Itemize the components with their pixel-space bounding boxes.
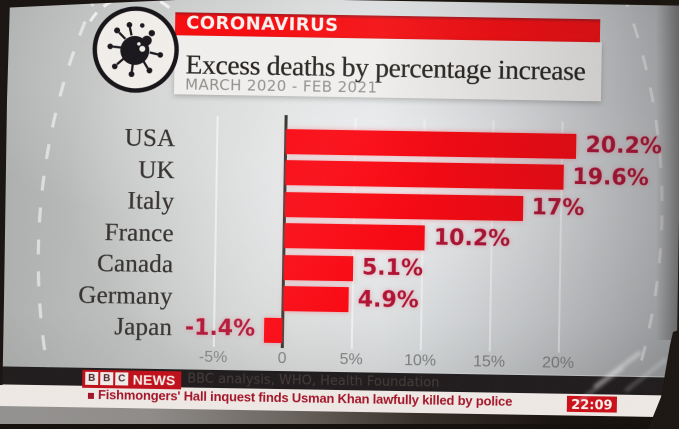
headline-bullet [87, 392, 95, 399]
bbc-block: C [115, 372, 129, 386]
bbc-news-logo: B B C NEWS [81, 369, 181, 389]
clock: 22:09 [566, 395, 618, 413]
screen-shade [0, 0, 679, 377]
bbc-news-label: NEWS [132, 371, 176, 388]
bbc-block: B [100, 372, 114, 386]
bbc-block: B [85, 371, 99, 386]
